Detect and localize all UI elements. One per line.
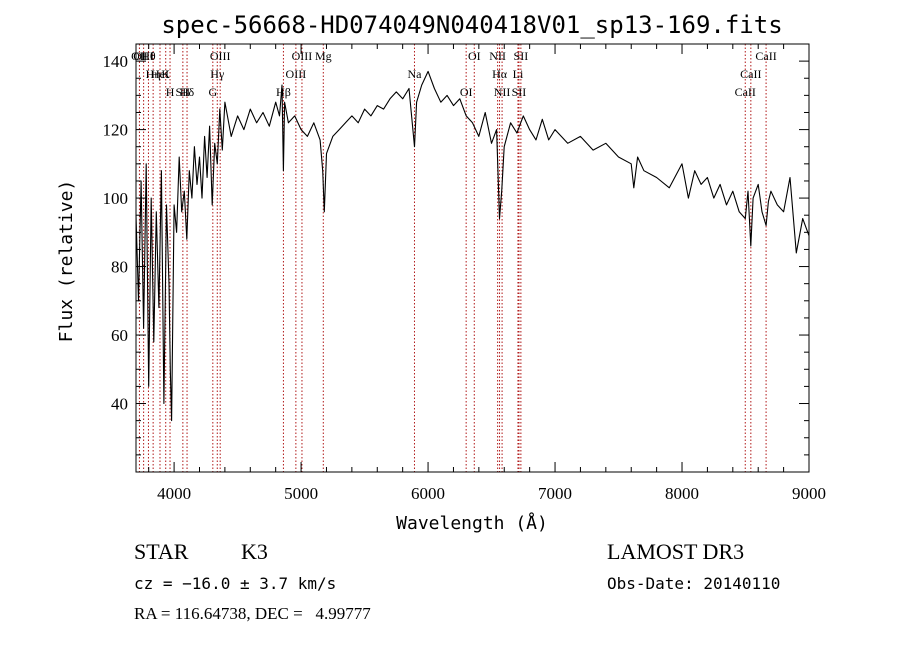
series-layer <box>135 70 810 422</box>
x-tick-label-4: 8000 <box>665 484 699 503</box>
spectral-line-label-25: CaII <box>740 67 761 81</box>
spectral-line-label-3: OII <box>131 49 148 63</box>
y-tick-label-4: 120 <box>103 121 129 140</box>
spectral-line-label-16: Na <box>407 67 422 81</box>
y-axis-ticks: 40 60 80 100 120 140 <box>103 52 809 456</box>
spectral-line-label-0: Hθ <box>141 49 156 63</box>
spectral-line-label-12: OIII <box>292 49 313 63</box>
y-tick-label-2: 80 <box>111 258 128 277</box>
y-tick-label-5: 140 <box>103 52 129 71</box>
x-tick-label-0: 4000 <box>157 484 191 503</box>
spectral-line-label-2: Hδ <box>180 85 195 99</box>
x-axis-label: Wavelength (Å) <box>396 512 548 534</box>
spectral-line-markers <box>138 44 767 472</box>
spectral-line-label-13: OIII <box>286 67 307 81</box>
spectral-line-label-5: SII <box>176 85 191 99</box>
spectral-line-label-8: H <box>166 85 175 99</box>
spectral-line-label-18: OI <box>468 49 481 63</box>
spectral-line-label-21: NII <box>489 49 506 63</box>
obs-date: Obs-Date: 20140110 <box>607 574 780 593</box>
x-tick-label-3: 7000 <box>538 484 572 503</box>
spectral-line-label-4: HeI <box>151 67 169 81</box>
y-tick-label-1: 60 <box>111 326 128 345</box>
spectral-line-label-17: OI <box>460 85 473 99</box>
spectral-line-label-1: K <box>161 67 170 81</box>
y-axis-label: Flux (relative) <box>56 180 77 343</box>
y-tick-label-3: 100 <box>103 189 129 208</box>
coordinates: RA = 116.64738, DEC = 4.99777 <box>134 604 371 623</box>
x-tick-label-1: 5000 <box>284 484 318 503</box>
spectral-line-label-10: Hγ <box>210 67 225 81</box>
spectral-line-label-26: CaII <box>735 85 756 99</box>
spectral-line-label-9: OIII <box>210 49 231 63</box>
object-subclass: K3 <box>241 539 268 564</box>
object-class: STAR <box>134 539 189 564</box>
spectral-line-label-22: Li <box>513 67 524 81</box>
x-axis-ticks: 4000 5000 6000 7000 8000 9000 <box>148 44 826 503</box>
spectral-line-label-20: SII <box>512 85 527 99</box>
plot-frame <box>135 43 810 473</box>
spectral-line-label-11: G <box>208 85 217 99</box>
redshift-info: cz = −16.0 ± 3.7 km/s <box>134 574 336 593</box>
spectral-line-label-19: Hα <box>492 67 508 81</box>
y-tick-label-0: 40 <box>111 395 128 414</box>
spectral-line-label-6: OIII <box>133 49 154 63</box>
survey-name: LAMOST DR3 <box>607 539 744 564</box>
spectral-line-label-23: NII <box>494 85 511 99</box>
spectral-line-label-7: Hη <box>146 67 161 81</box>
x-tick-label-2: 6000 <box>411 484 445 503</box>
spectral-line-label-15: Mg <box>315 49 332 63</box>
chart-title: spec-56668-HD074049N040418V01_sp13-169.f… <box>161 11 782 39</box>
spectral-line-label-24: SII <box>514 49 529 63</box>
series-line-spectrum <box>135 70 810 422</box>
spectral-line-label-14: Hβ <box>276 85 291 99</box>
spectral-line-label-27: CaII <box>755 49 776 63</box>
x-tick-label-5: 9000 <box>792 484 826 503</box>
